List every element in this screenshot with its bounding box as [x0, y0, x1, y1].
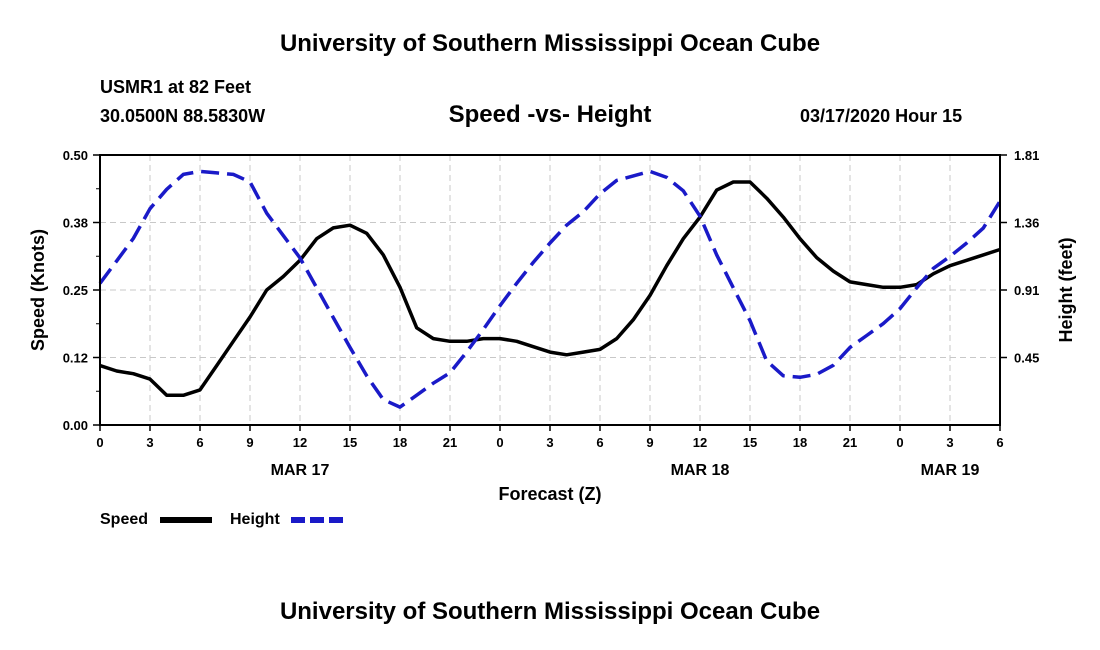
y2-tick-label: 1.81: [1014, 148, 1039, 163]
x-tick-label: 0: [496, 435, 503, 450]
x-tick-label: 18: [793, 435, 807, 450]
chart-header-title: University of Southern Mississippi Ocean…: [279, 30, 821, 57]
y-tick-label: 0.50: [63, 148, 88, 163]
x-tick-label: 3: [946, 435, 953, 450]
x-tick-label: 0: [896, 435, 903, 450]
grid-lines: [100, 155, 1000, 425]
legend-speed-label: Speed: [100, 511, 148, 528]
station-name: USMR1 at 82 Feet: [100, 77, 252, 97]
x-tick-label: 6: [196, 435, 203, 450]
x-tick-label: 6: [996, 435, 1003, 450]
y2-tick-label: 1.36: [1014, 216, 1039, 231]
x-axis-label: Forecast (Z): [498, 484, 601, 504]
y2-tick-label: 0.45: [1014, 351, 1039, 366]
y-tick-label: 0.38: [63, 216, 88, 231]
x-tick-label: 3: [146, 435, 153, 450]
date-label: MAR 18: [671, 462, 730, 479]
series-line-speed: [99, 180, 1001, 398]
x-tick-label: 21: [843, 435, 857, 450]
x-tick-label: 9: [246, 435, 253, 450]
axis-ticks: 0 3 6 9 12 15 18 21 0 3 6 9 12 15 18 21 0 3 6 0.00 0.12 0.25 0…: [63, 148, 1040, 479]
chart-footer-title: University of Southern Mississippi Ocean…: [279, 598, 821, 625]
legend-height-label: Height: [230, 511, 280, 528]
series-line-height: [98, 169, 1002, 409]
date-label: MAR 17: [271, 462, 330, 479]
station-coordinates: 30.0500N 88.5830W: [100, 106, 266, 126]
y-tick-label: 0.25: [63, 283, 88, 298]
y-axis-label: Speed (Knots): [28, 229, 48, 351]
x-tick-label: 18: [393, 435, 407, 450]
x-tick-label: 15: [343, 435, 357, 450]
legend: Speed Height: [100, 511, 343, 528]
x-tick-label: 6: [596, 435, 603, 450]
y2-axis-label: Height (feet): [1056, 238, 1076, 343]
y-tick-label: 0.12: [63, 351, 88, 366]
x-tick-label: 9: [646, 435, 653, 450]
y2-tick-label: 0.91: [1014, 283, 1039, 298]
series-layer: [98, 169, 1002, 409]
x-tick-label: 0: [96, 435, 103, 450]
forecast-datetime: 03/17/2020 Hour 15: [800, 106, 963, 126]
y-tick-label: 0.00: [63, 418, 88, 433]
x-tick-label: 12: [293, 435, 307, 450]
chart-subtitle: Speed -vs- Height: [448, 101, 652, 128]
x-tick-label: 3: [546, 435, 553, 450]
x-tick-label: 21: [443, 435, 457, 450]
x-tick-label: 15: [743, 435, 757, 450]
date-label: MAR 19: [921, 462, 980, 479]
x-tick-label: 12: [693, 435, 707, 450]
